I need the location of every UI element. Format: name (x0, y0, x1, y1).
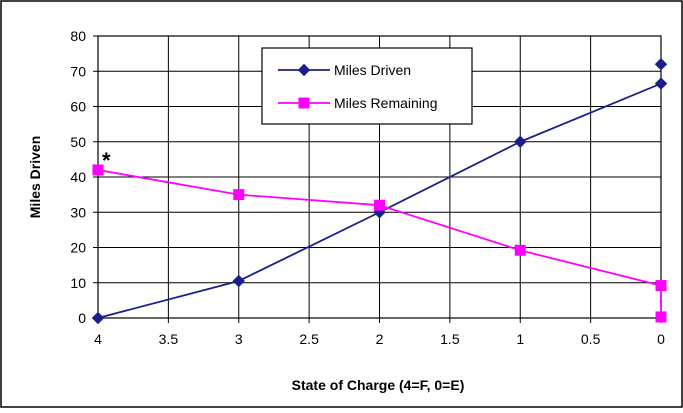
data-point (514, 244, 526, 256)
x-tick-label: 2.5 (299, 331, 319, 347)
data-point (374, 199, 385, 211)
asterisk-annotation: * (102, 148, 111, 173)
data-point (655, 280, 667, 292)
data-point (233, 189, 245, 201)
y-axis-ticks: 0 10 20 30 40 50 60 70 80 (70, 28, 98, 326)
legend-box (261, 47, 473, 125)
x-axis-ticks: 4 3.5 3 2.5 2 1.5 1 0.5 0 (94, 318, 665, 347)
data-point (232, 274, 245, 288)
data-point (91, 311, 105, 325)
legend-label: Miles Remaining (334, 95, 437, 111)
series-miles-driven (91, 77, 668, 325)
y-tick-label: 30 (70, 204, 86, 220)
data-point (514, 135, 527, 148)
x-tick-label: 0.5 (581, 331, 601, 347)
x-tick-label: 4 (94, 331, 102, 347)
annotations: * (102, 148, 111, 173)
x-tick-label: 3 (235, 331, 243, 347)
y-tick-label: 50 (70, 134, 86, 150)
extra-data-point (655, 311, 667, 323)
y-tick-label: 10 (70, 275, 86, 291)
legend-marker (297, 63, 311, 77)
y-tick-label: 20 (70, 240, 86, 256)
legend-marker (298, 97, 310, 109)
legend-entry: Miles Remaining (278, 95, 437, 111)
data-point (92, 164, 104, 176)
extra-data-point (654, 57, 668, 71)
legend-label: Miles Driven (334, 62, 411, 78)
y-tick-label: 70 (70, 63, 86, 79)
x-tick-label: 0 (657, 331, 665, 347)
series-miles-remaining (92, 164, 667, 317)
y-tick-label: 0 (78, 310, 86, 326)
legend: Miles Driven Miles Remaining (261, 47, 473, 125)
x-tick-label: 1 (516, 331, 524, 347)
x-tick-label: 2 (376, 331, 384, 347)
y-tick-label: 80 (70, 28, 86, 44)
data-point (654, 77, 668, 90)
x-tick-label: 1.5 (440, 331, 460, 347)
series-layer (91, 57, 668, 325)
x-tick-label: 3.5 (159, 331, 179, 347)
x-axis-label: State of Charge (4=F, 0=E) (292, 377, 465, 393)
y-tick-label: 60 (70, 99, 86, 115)
y-axis-label: Miles Driven (27, 136, 43, 218)
y-tick-label: 40 (70, 169, 86, 185)
legend-entry: Miles Driven (278, 62, 411, 78)
